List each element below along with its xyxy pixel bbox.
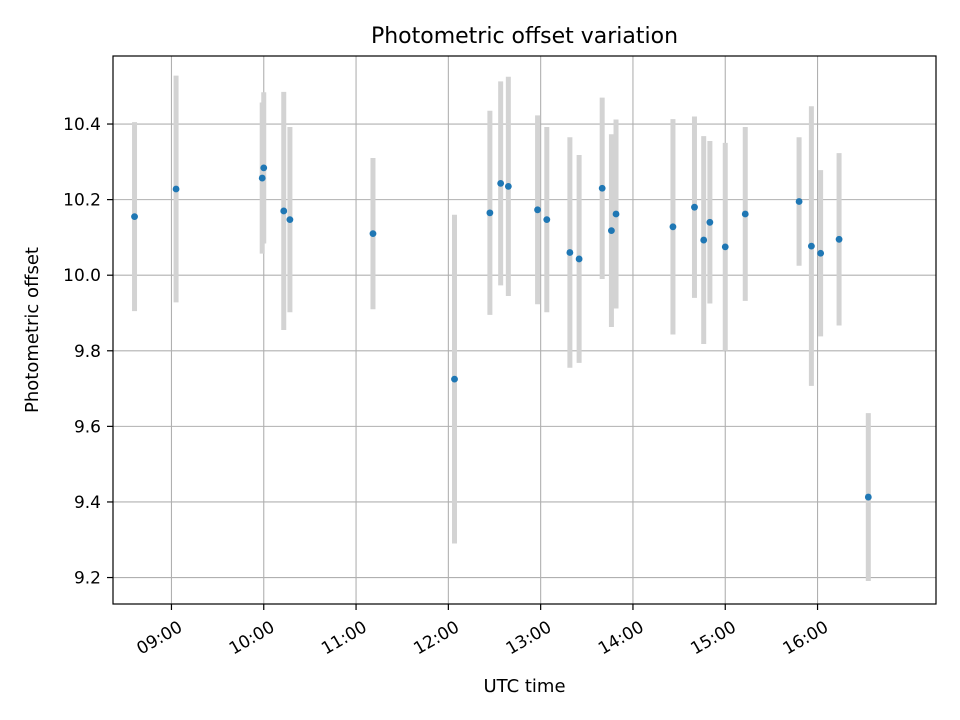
data-point [260,164,268,172]
data-point [864,493,872,501]
data-point [258,174,266,182]
x-tick-label: 10:00 [226,617,278,659]
data-point [691,203,698,211]
y-tick-label: 9.2 [74,569,101,589]
x-tick-label: 09:00 [134,617,186,659]
data-point [286,216,294,224]
plot-frame [112,55,937,605]
data-point [369,230,377,238]
y-tick-label: 9.4 [74,493,101,513]
data-point [612,210,620,218]
data-point [131,213,138,221]
x-tick-label: 13:00 [503,617,555,659]
x-axis-label: UTC time [483,676,565,697]
data-point [598,184,606,192]
data-point [608,227,615,235]
data-point [807,242,815,250]
data-point [504,182,512,190]
y-tick-label: 9.6 [74,417,101,437]
x-tick-label: 15:00 [687,617,739,659]
y-tick-label: 10.4 [63,115,101,135]
x-tick-label: 12:00 [410,617,462,659]
data-point [486,209,494,217]
data-point [497,179,505,187]
data-point [817,249,825,257]
y-tick-label: 10.0 [63,266,101,286]
data-point [721,243,729,251]
y-tick-label: 9.8 [74,342,101,362]
data-point [172,185,180,193]
data-point [534,206,541,214]
data-point [280,207,288,215]
x-tick-label: 16:00 [780,617,832,659]
data-point [795,198,803,205]
point-layer [131,164,872,501]
data-point [451,375,458,383]
y-tick-label: 10.2 [63,191,101,211]
data-point [543,216,551,224]
data-point [835,235,843,243]
x-tick-label: 11:00 [318,617,370,659]
y-axis-label: Photometric offset [22,247,43,413]
x-tick-label: 14:00 [595,617,647,659]
data-point [741,210,749,218]
data-point [566,249,574,256]
data-point [669,223,677,231]
data-point [706,218,714,226]
data-point [575,255,583,263]
data-point [700,236,708,244]
errorbar-layer [132,75,871,581]
chart-title: Photometric offset variation [371,24,678,49]
